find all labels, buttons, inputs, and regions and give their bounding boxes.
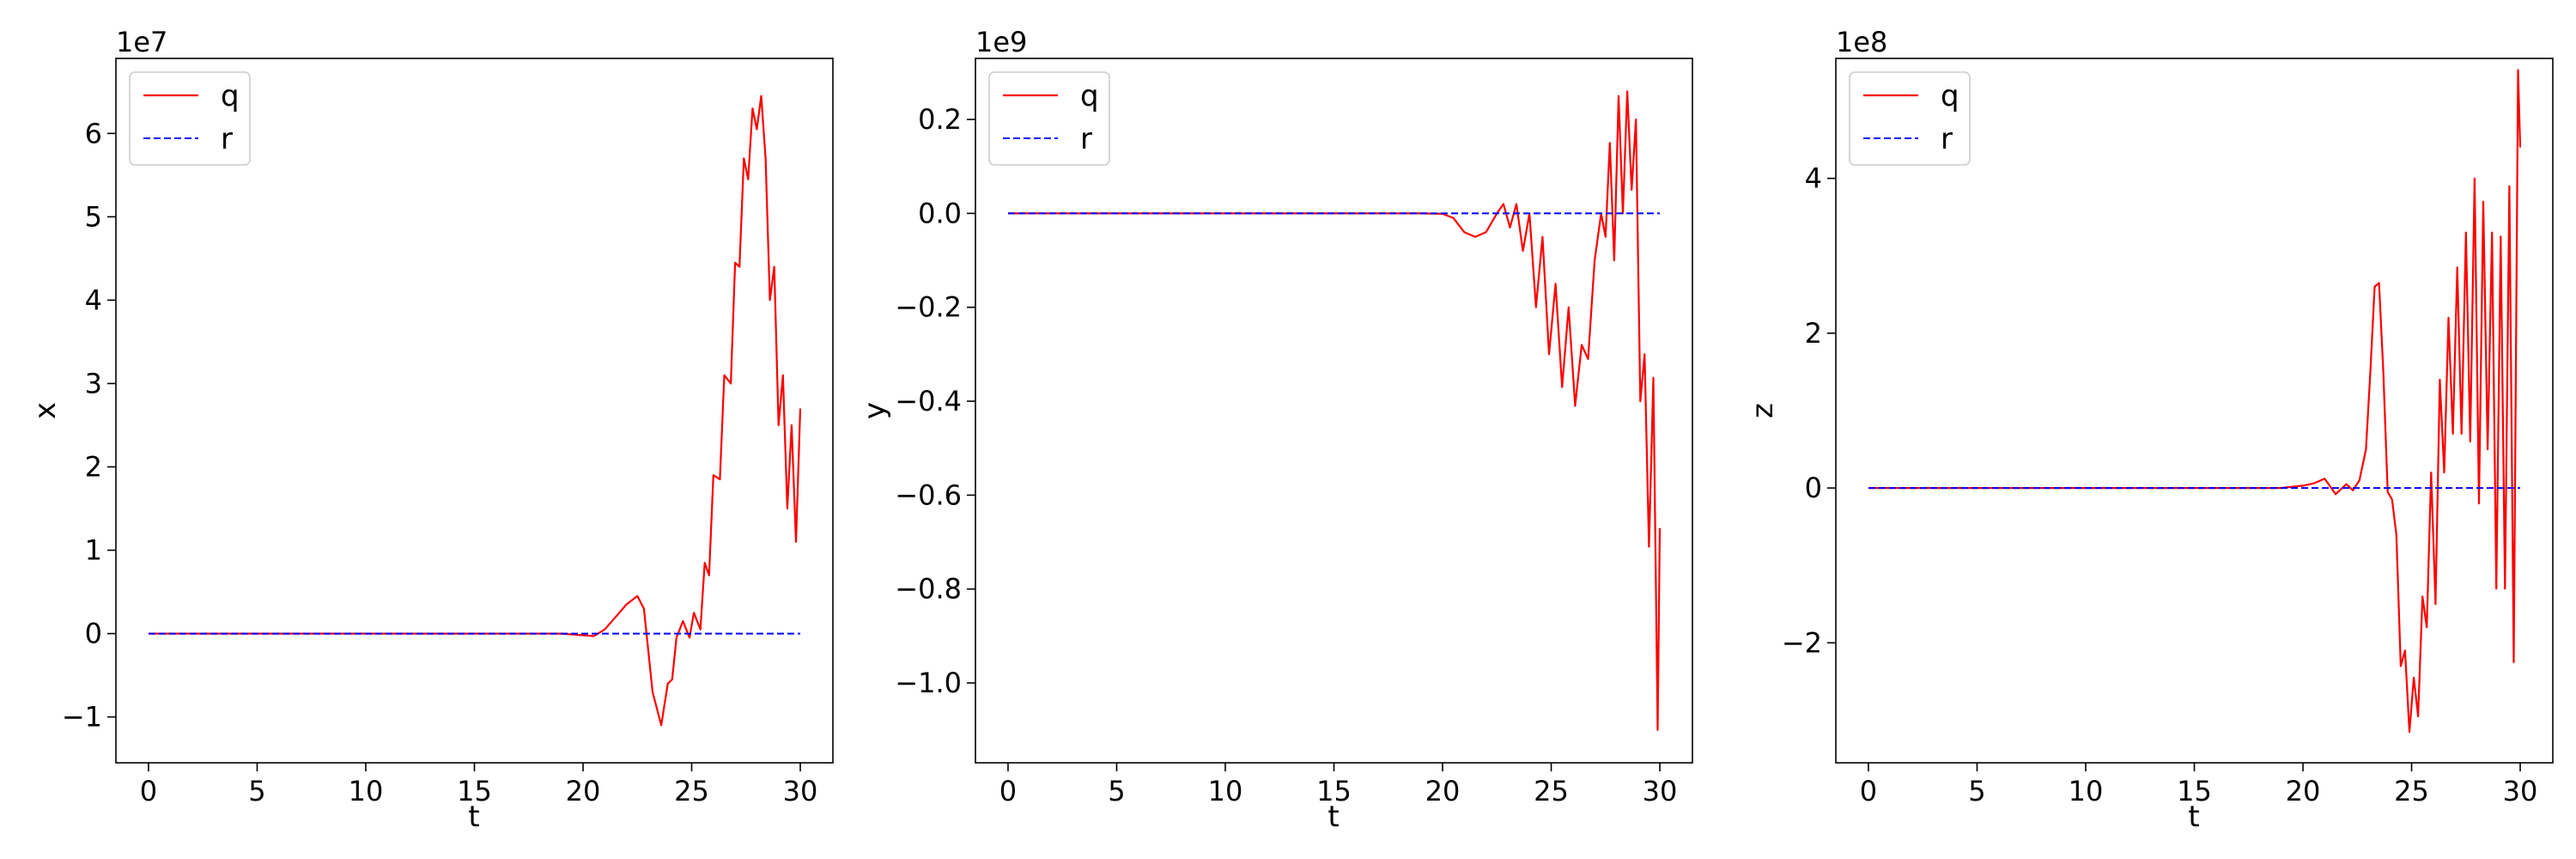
x-tick-label: 30 [783, 775, 818, 807]
x-tick-label: 25 [2394, 775, 2429, 807]
legend-label-r: r [1080, 122, 1092, 156]
x-tick-label: 5 [1968, 775, 1985, 807]
y-tick-label: 0.2 [918, 103, 962, 136]
y-tick-label: 5 [85, 200, 102, 233]
y-ticks: −2 0 2 4 [1782, 162, 1836, 659]
x-tick-label: 20 [1425, 775, 1461, 807]
legend: q r [129, 71, 251, 166]
x-ticks: 0 5 10 15 20 25 30 [140, 763, 818, 807]
x-axis-label: t [468, 800, 479, 834]
subplot-y: 1e9 t y 0 5 10 15 20 25 30 0.2 0.0 −0.2 −0.4 −0.6 −… [858, 26, 1693, 834]
y-tick-label: 4 [85, 283, 102, 316]
y-tick-label: −0.6 [895, 478, 962, 511]
x-tick-label: 0 [140, 775, 157, 807]
x-tick-label: 15 [2177, 775, 2212, 807]
legend-label-q: q [1941, 79, 1959, 113]
x-tick-label: 20 [566, 775, 601, 807]
y-axis-label: z [1746, 403, 1780, 418]
series-line-q [149, 94, 802, 727]
plot-lines [1008, 90, 1662, 731]
plot-lines [149, 94, 802, 727]
y-tick-label: 2 [1805, 317, 1822, 350]
x-axis-label: t [1327, 800, 1339, 834]
legend: q r [1849, 71, 1971, 166]
y-tick-label: −0.4 [895, 385, 962, 417]
x-tick-label: 15 [457, 775, 492, 807]
legend-label-r: r [1941, 122, 1953, 156]
x-tick-label: 25 [674, 775, 709, 807]
x-tick-label: 0 [1860, 775, 1877, 807]
offset-label: 1e8 [1836, 26, 1887, 58]
x-tick-label: 20 [2286, 775, 2321, 807]
x-tick-label: 25 [1534, 775, 1569, 807]
y-ticks: −1 0 1 2 3 4 5 6 [62, 117, 116, 734]
x-tick-label: 5 [248, 775, 265, 807]
y-tick-label: 3 [85, 367, 102, 399]
plot-lines [1868, 69, 2522, 734]
legend: q r [988, 71, 1110, 166]
series-line-q [1868, 69, 2522, 734]
offset-label: 1e9 [975, 26, 1027, 58]
legend-label-q: q [1080, 79, 1099, 113]
x-tick-label: 10 [2069, 775, 2104, 807]
y-tick-label: −1.0 [895, 667, 962, 699]
y-tick-label: −0.8 [895, 573, 962, 606]
y-tick-label: −2 [1782, 626, 1822, 659]
y-tick-label: 2 [85, 451, 102, 484]
y-tick-label: −1 [62, 701, 102, 734]
x-axis-label: t [2188, 800, 2199, 834]
x-tick-label: 15 [1316, 775, 1352, 807]
y-tick-label: 1 [85, 534, 102, 567]
x-tick-label: 5 [1108, 775, 1125, 807]
y-ticks: 0.2 0.0 −0.2 −0.4 −0.6 −0.8 −1.0 [895, 103, 975, 699]
series-line-q [1008, 90, 1662, 731]
y-tick-label: 0 [85, 618, 102, 650]
x-ticks: 0 5 10 15 20 25 30 [999, 763, 1678, 807]
legend-label-q: q [221, 79, 240, 113]
y-tick-label: 0 [1805, 472, 1822, 504]
x-tick-label: 10 [1208, 775, 1243, 807]
x-tick-label: 30 [1643, 775, 1678, 807]
subplot-z: 1e8 t z 0 5 10 15 20 25 30 −2 0 2 4 q r [1746, 26, 2554, 834]
offset-label: 1e7 [116, 26, 167, 58]
y-axis-label: y [858, 402, 892, 419]
y-tick-label: −0.2 [895, 291, 962, 324]
x-ticks: 0 5 10 15 20 25 30 [1860, 763, 2538, 807]
y-tick-label: 4 [1805, 162, 1822, 195]
legend-label-r: r [221, 122, 233, 156]
subplot-x: 1e7 t x 0 5 10 15 20 25 30 −1 0 1 2 3 4 5 6 q r [28, 26, 834, 834]
y-axis-label: x [28, 402, 63, 419]
y-tick-label: 6 [85, 117, 102, 149]
x-tick-label: 30 [2503, 775, 2538, 807]
y-tick-label: 0.0 [918, 197, 962, 229]
x-tick-label: 0 [999, 775, 1017, 807]
x-tick-label: 10 [349, 775, 384, 807]
